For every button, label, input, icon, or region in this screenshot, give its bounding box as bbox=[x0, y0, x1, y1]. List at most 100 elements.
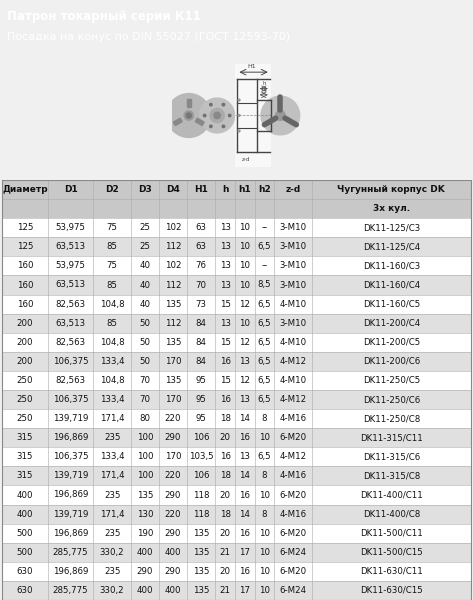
Text: 106: 106 bbox=[193, 433, 210, 442]
Text: DK11-400/C8: DK11-400/C8 bbox=[363, 509, 420, 518]
Bar bbox=[2, 275, 471, 295]
Text: 106,375: 106,375 bbox=[53, 452, 88, 461]
Bar bbox=[2, 428, 471, 447]
Text: 20: 20 bbox=[219, 529, 230, 538]
Text: 80: 80 bbox=[140, 414, 150, 423]
Text: 130: 130 bbox=[137, 509, 153, 518]
Text: DK11-315/C6: DK11-315/C6 bbox=[363, 452, 420, 461]
Text: DK11-500/C15: DK11-500/C15 bbox=[360, 548, 423, 557]
Text: D4: D4 bbox=[166, 185, 180, 194]
Text: 21: 21 bbox=[219, 586, 230, 595]
Text: 6-M20: 6-M20 bbox=[280, 491, 307, 499]
Text: 160: 160 bbox=[17, 262, 33, 271]
Text: 15: 15 bbox=[219, 299, 230, 308]
Text: --: -- bbox=[262, 223, 268, 232]
Text: DK11-500/C11: DK11-500/C11 bbox=[360, 529, 423, 538]
Text: 82,563: 82,563 bbox=[55, 338, 86, 347]
Text: 95: 95 bbox=[196, 414, 207, 423]
Circle shape bbox=[275, 110, 285, 121]
Text: 104,8: 104,8 bbox=[100, 299, 124, 308]
Text: 4-M16: 4-M16 bbox=[280, 509, 307, 518]
Text: 21: 21 bbox=[219, 548, 230, 557]
Circle shape bbox=[238, 130, 240, 132]
Text: 200: 200 bbox=[17, 357, 33, 366]
Text: 400: 400 bbox=[137, 548, 153, 557]
Text: 6-M24: 6-M24 bbox=[280, 548, 307, 557]
Text: 220: 220 bbox=[165, 472, 181, 481]
Text: 400: 400 bbox=[17, 491, 33, 499]
Text: 171,4: 171,4 bbox=[100, 414, 124, 423]
Text: 104,8: 104,8 bbox=[100, 338, 124, 347]
Text: 6,5: 6,5 bbox=[258, 452, 272, 461]
Text: 10: 10 bbox=[239, 242, 250, 251]
Text: 10: 10 bbox=[239, 280, 250, 289]
Bar bbox=[2, 562, 471, 581]
Text: 106,375: 106,375 bbox=[53, 395, 88, 404]
Text: DK11-250/C5: DK11-250/C5 bbox=[363, 376, 420, 385]
Text: DK11-250/C8: DK11-250/C8 bbox=[363, 414, 420, 423]
Bar bbox=[2, 218, 471, 237]
Text: 18: 18 bbox=[219, 414, 230, 423]
Text: 84: 84 bbox=[196, 357, 207, 366]
Text: 18: 18 bbox=[219, 509, 230, 518]
Circle shape bbox=[222, 125, 225, 128]
Text: 63,513: 63,513 bbox=[55, 242, 86, 251]
Text: 40: 40 bbox=[140, 299, 150, 308]
Text: 139,719: 139,719 bbox=[53, 472, 88, 481]
Text: 135: 135 bbox=[193, 529, 210, 538]
Text: 16: 16 bbox=[239, 567, 250, 576]
Text: 16: 16 bbox=[239, 433, 250, 442]
Text: D1: D1 bbox=[64, 185, 78, 194]
Text: 100: 100 bbox=[137, 433, 153, 442]
Text: 53,975: 53,975 bbox=[55, 262, 86, 271]
Text: 63,513: 63,513 bbox=[55, 280, 86, 289]
Circle shape bbox=[214, 112, 220, 119]
Bar bbox=[2, 333, 471, 352]
Text: 14: 14 bbox=[239, 472, 250, 481]
Text: 73: 73 bbox=[196, 299, 207, 308]
Text: 6,5: 6,5 bbox=[258, 319, 272, 328]
Text: 290: 290 bbox=[165, 567, 181, 576]
Text: 196,869: 196,869 bbox=[53, 567, 88, 576]
Text: 4-M10: 4-M10 bbox=[280, 299, 307, 308]
Circle shape bbox=[167, 94, 210, 137]
Circle shape bbox=[210, 103, 212, 106]
Text: 125: 125 bbox=[17, 242, 33, 251]
Text: Посадка на конус по DIN 55027 (ГОСТ 12593-70): Посадка на конус по DIN 55027 (ГОСТ 1259… bbox=[7, 32, 290, 41]
Text: h1: h1 bbox=[262, 87, 268, 92]
Text: 16: 16 bbox=[239, 491, 250, 499]
Text: Диаметр: Диаметр bbox=[2, 185, 48, 194]
Text: 4-M12: 4-M12 bbox=[280, 452, 307, 461]
Text: 16: 16 bbox=[219, 357, 230, 366]
Text: 4-M16: 4-M16 bbox=[280, 472, 307, 481]
Text: 171,4: 171,4 bbox=[100, 509, 124, 518]
Text: DK11-160/C4: DK11-160/C4 bbox=[363, 280, 420, 289]
Text: 4-M12: 4-M12 bbox=[280, 395, 307, 404]
Circle shape bbox=[200, 98, 235, 133]
Text: 10: 10 bbox=[259, 548, 270, 557]
Text: 160: 160 bbox=[17, 299, 33, 308]
Text: 160: 160 bbox=[17, 280, 33, 289]
Text: 13: 13 bbox=[219, 319, 230, 328]
Bar bbox=[2, 371, 471, 390]
Text: 70: 70 bbox=[140, 395, 150, 404]
Bar bbox=[235, 64, 272, 167]
Text: 13: 13 bbox=[239, 395, 250, 404]
Text: 6,5: 6,5 bbox=[258, 338, 272, 347]
Text: 13: 13 bbox=[219, 262, 230, 271]
Text: 6,5: 6,5 bbox=[258, 242, 272, 251]
Text: 106,375: 106,375 bbox=[53, 357, 88, 366]
Text: 400: 400 bbox=[165, 586, 181, 595]
Text: 20: 20 bbox=[219, 433, 230, 442]
Text: 3-M10: 3-M10 bbox=[280, 242, 307, 251]
Text: 196,869: 196,869 bbox=[53, 433, 88, 442]
Text: 135: 135 bbox=[137, 491, 153, 499]
Text: z-d: z-d bbox=[286, 185, 301, 194]
Text: H1: H1 bbox=[194, 185, 208, 194]
Circle shape bbox=[184, 111, 193, 120]
Text: 17: 17 bbox=[239, 548, 250, 557]
Text: 4-M10: 4-M10 bbox=[280, 338, 307, 347]
Text: 102: 102 bbox=[165, 223, 181, 232]
Text: 235: 235 bbox=[104, 529, 121, 538]
Text: 6,5: 6,5 bbox=[258, 376, 272, 385]
